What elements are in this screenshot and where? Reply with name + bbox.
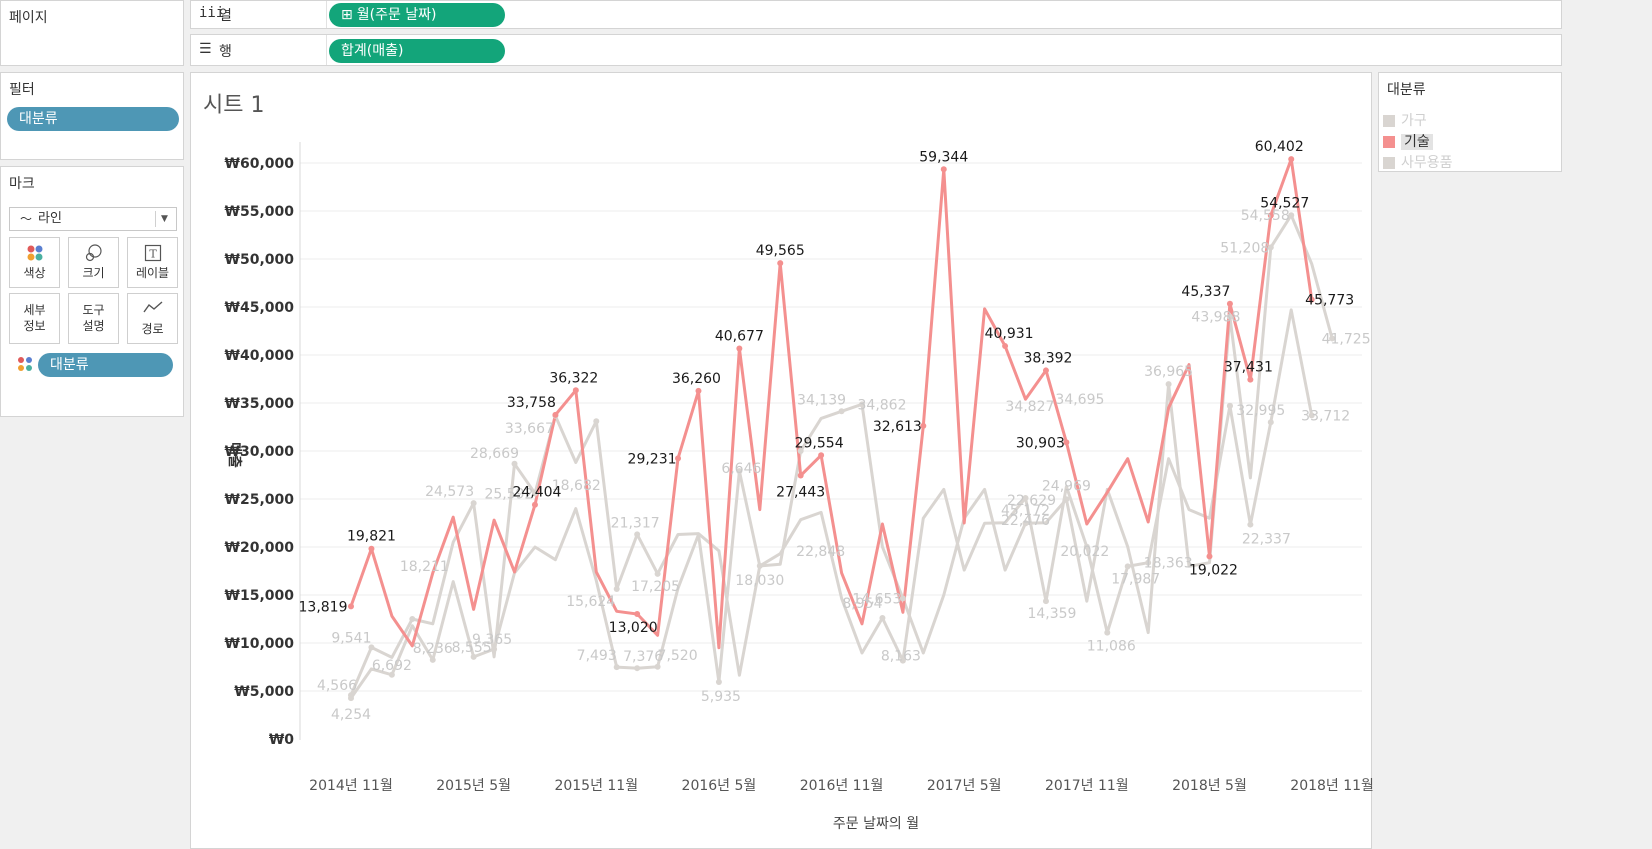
columns-shelf[interactable]: iii 열 ⊞ 월(주문 날짜) [190, 0, 1562, 29]
detail-button[interactable]: 세부 정보 [9, 293, 60, 344]
color-button[interactable]: 색상 [9, 237, 60, 288]
columns-label: 열 [219, 8, 232, 24]
tooltip-button-label: 도구 설명 [82, 303, 105, 333]
size-button-label: 크기 [82, 266, 105, 280]
legend-swatch [1383, 157, 1395, 169]
pages-card: 페이지 [0, 0, 184, 66]
filter-pill[interactable]: 대분류 [7, 107, 179, 131]
label-button-label: 레이블 [135, 266, 170, 280]
columns-pill-label: 월(주문 날짜) [356, 7, 437, 23]
rows-label: 행 [219, 44, 232, 60]
pages-title: 페이지 [9, 10, 48, 26]
color-button-label: 색상 [23, 266, 46, 280]
rows-pill[interactable]: 합계(매출) [329, 39, 505, 63]
filters-card: 필터 대분류 [0, 72, 184, 160]
label-button[interactable]: T 레이블 [127, 237, 178, 288]
legend-item-office-supplies[interactable]: 사무용품 [1383, 153, 1453, 173]
legend-item-technology[interactable]: 기술 [1383, 132, 1433, 152]
legend-label: 사무용품 [1401, 155, 1453, 171]
rows-shelf[interactable]: ☰ 행 합계(매출) [190, 34, 1562, 66]
path-button-label: 경로 [141, 322, 164, 336]
columns-icon: iii [199, 5, 225, 21]
color-icon [10, 244, 59, 264]
legend-card: 대분류 가구 기술 사무용품 [1378, 72, 1562, 172]
size-button[interactable]: 크기 [68, 237, 119, 288]
legend-title: 대분류 [1387, 82, 1426, 98]
color-pill[interactable]: 대분류 [38, 353, 173, 377]
text-label-icon: T [128, 244, 177, 264]
rows-icon: ☰ [199, 41, 212, 57]
calendar-icon: ⊞ [341, 7, 353, 23]
line-mark-icon: 〜 [20, 212, 33, 226]
color-dots-icon [17, 356, 33, 376]
color-pill-label: 대분류 [50, 357, 89, 373]
size-icon [69, 244, 118, 264]
path-button[interactable]: 경로 [127, 293, 178, 344]
detail-button-label: 세부 정보 [23, 303, 46, 333]
tooltip-button[interactable]: 도구 설명 [68, 293, 119, 344]
mark-type-dropdown[interactable]: 〜 라인 ▼ [9, 207, 177, 231]
sheet-title: 시트 1 [203, 93, 265, 118]
columns-pill[interactable]: ⊞ 월(주문 날짜) [329, 3, 505, 27]
divider [155, 211, 156, 227]
legend-item-furniture[interactable]: 가구 [1383, 111, 1427, 131]
legend-label: 가구 [1401, 113, 1427, 129]
svg-text:T: T [149, 248, 157, 261]
rows-pill-label: 합계(매출) [341, 43, 404, 59]
chevron-down-icon: ▼ [161, 214, 168, 224]
legend-swatch [1383, 115, 1395, 127]
filter-pill-label: 대분류 [19, 111, 58, 127]
legend-label: 기술 [1401, 134, 1433, 150]
rows-separator [326, 35, 327, 65]
sheet-card: 시트 1 [190, 72, 1372, 849]
mark-type-label: 라인 [38, 211, 62, 226]
legend-swatch [1383, 136, 1395, 148]
marks-card: 마크 〜 라인 ▼ 색상 크기 T 레이블 세부 정보 도구 설명 경로 [0, 166, 184, 417]
columns-separator [326, 1, 327, 28]
marks-title: 마크 [9, 176, 35, 192]
path-icon [128, 300, 177, 320]
filters-title: 필터 [9, 82, 35, 98]
